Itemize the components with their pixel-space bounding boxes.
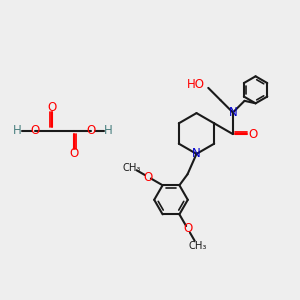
Text: N: N: [192, 147, 201, 161]
Text: O: O: [70, 147, 79, 160]
Text: HO: HO: [187, 78, 205, 91]
Text: O: O: [144, 170, 153, 184]
Text: H: H: [104, 124, 113, 137]
Text: O: O: [249, 128, 258, 141]
Text: CH₃: CH₃: [123, 163, 141, 172]
Text: CH₃: CH₃: [188, 241, 207, 250]
Text: N: N: [229, 106, 237, 119]
Text: O: O: [183, 222, 192, 236]
Text: O: O: [86, 124, 95, 137]
Text: H: H: [13, 124, 22, 137]
Text: O: O: [31, 124, 40, 137]
Text: O: O: [47, 101, 56, 114]
